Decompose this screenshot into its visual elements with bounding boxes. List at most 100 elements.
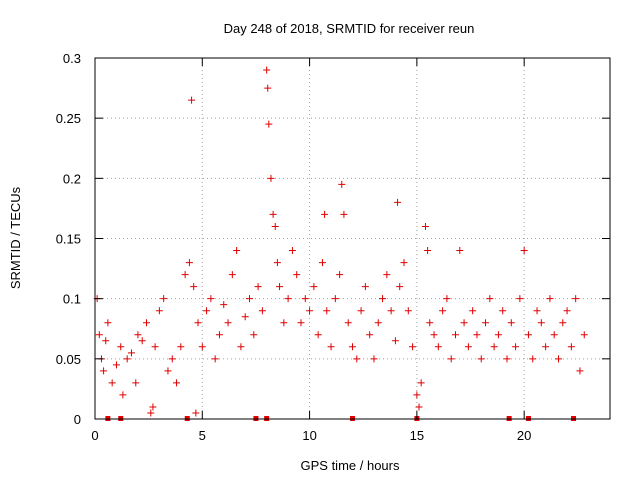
data-point [499, 307, 507, 315]
data-point [306, 307, 314, 315]
data-point [533, 307, 541, 315]
data-point [276, 283, 284, 291]
data-point [104, 319, 112, 327]
x-tick-label: 15 [410, 428, 424, 443]
data-point [490, 343, 498, 351]
data-point [164, 367, 172, 375]
data-point [224, 319, 232, 327]
y-tick-label: 0.15 [56, 232, 81, 247]
data-point [269, 210, 277, 218]
data-point [439, 307, 447, 315]
data-point [357, 307, 365, 315]
data-point [215, 331, 223, 339]
y-axis-label: SRMTID / TECUs [8, 186, 23, 289]
data-point [413, 391, 421, 399]
data-point [424, 247, 432, 255]
data-point [409, 343, 417, 351]
data-point [340, 210, 348, 218]
y-tick-label: 0.2 [63, 171, 81, 186]
data-point [580, 331, 588, 339]
data-point [494, 331, 502, 339]
data-point [173, 379, 181, 387]
data-point [258, 307, 266, 315]
data-point [233, 247, 241, 255]
data-point [391, 337, 399, 345]
x-tick-label: 10 [302, 428, 316, 443]
data-point [430, 331, 438, 339]
data-point [394, 198, 402, 206]
data-point [396, 283, 404, 291]
data-point [370, 355, 378, 363]
data-point [198, 343, 206, 351]
data-point [288, 247, 296, 255]
data-point [383, 271, 391, 279]
data-point [344, 319, 352, 327]
data-point [443, 295, 451, 303]
data-point [415, 403, 423, 411]
data-point [353, 355, 361, 363]
data-point [263, 66, 271, 74]
data-point [102, 337, 110, 345]
data-point [160, 295, 168, 303]
data-point [237, 343, 245, 351]
data-point [482, 319, 490, 327]
data-point [301, 295, 309, 303]
data-point [426, 319, 434, 327]
data-point [486, 295, 494, 303]
data-point [537, 319, 545, 327]
x-tick-label: 0 [91, 428, 98, 443]
data-point [273, 259, 281, 267]
data-point [507, 319, 515, 327]
data-point [559, 319, 567, 327]
data-point [555, 355, 562, 363]
data-point [132, 379, 140, 387]
data-point [149, 403, 157, 411]
y-tick-label: 0.1 [63, 292, 81, 307]
data-point [211, 355, 219, 363]
data-point [108, 379, 116, 387]
plot-frame [94, 57, 611, 420]
data-point [123, 355, 131, 363]
data-point [338, 180, 346, 188]
data-point [447, 355, 455, 363]
data-point [469, 307, 477, 315]
data-point [434, 343, 442, 351]
data-point [366, 331, 374, 339]
data-point [323, 307, 331, 315]
data-point [314, 331, 322, 339]
data-point [181, 271, 189, 279]
y-tick-label: 0.3 [63, 51, 81, 66]
data-point [190, 283, 198, 291]
data-point [168, 355, 176, 363]
data-point [404, 307, 412, 315]
data-point [374, 319, 382, 327]
data-point [379, 295, 387, 303]
data-point [192, 409, 200, 417]
data-point [567, 343, 575, 351]
x-axis-label: GPS time / hours [301, 458, 400, 473]
data-point [400, 259, 408, 267]
data-point [147, 409, 155, 417]
data-point [265, 120, 273, 128]
data-point [112, 361, 120, 369]
data-point [460, 319, 468, 327]
data-point [95, 331, 103, 339]
data-points [93, 66, 588, 417]
data-point [284, 295, 292, 303]
data-point [421, 222, 429, 230]
data-point [464, 343, 472, 351]
data-point [297, 319, 305, 327]
data-point [546, 295, 554, 303]
data-point [185, 259, 193, 267]
data-point [151, 343, 159, 351]
grid-lines [95, 58, 610, 419]
data-point [127, 349, 135, 357]
data-point [254, 283, 262, 291]
data-point [241, 313, 249, 321]
data-point [516, 295, 524, 303]
data-point [563, 307, 571, 315]
data-point [503, 355, 511, 363]
data-point [542, 343, 550, 351]
data-point [477, 355, 485, 363]
